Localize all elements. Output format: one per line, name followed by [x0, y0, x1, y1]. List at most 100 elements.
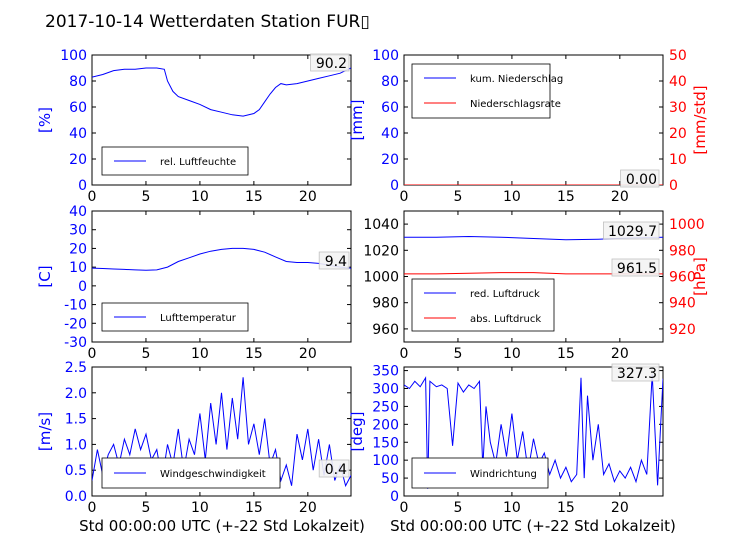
- x-tick-label: 15: [245, 189, 263, 205]
- y-tick-label: 30: [69, 223, 87, 239]
- x-tick-label: 0: [88, 500, 97, 516]
- y-tick-label: 0: [78, 279, 87, 295]
- x-tick-label: 10: [191, 346, 209, 362]
- y-tick-label: 1020: [363, 243, 399, 259]
- y-tick-label: 0: [390, 178, 399, 194]
- y-tick-label-right: 940: [669, 296, 696, 312]
- y-tick-label: 200: [372, 417, 399, 433]
- value-label-box: [603, 221, 660, 240]
- y-tick-label: 0: [78, 178, 87, 194]
- y-tick-label: 10: [69, 260, 87, 276]
- value-label: 1029.7: [608, 224, 657, 240]
- value-label: 327.3: [617, 366, 657, 382]
- series-line-windrichtung: [404, 374, 663, 489]
- x-tick-label: 10: [503, 500, 521, 516]
- y-tick-label: 0.0: [65, 489, 87, 505]
- y-tick-label-right: 20: [669, 126, 687, 142]
- value-label: 0.4: [325, 462, 347, 478]
- x-tick-label: 10: [503, 189, 521, 205]
- y-axis-label: [m/s]: [36, 412, 54, 451]
- x-tick-label: 0: [400, 189, 409, 205]
- y-tick-label: 40: [69, 126, 87, 142]
- y-tick-label: 1.5: [65, 412, 87, 428]
- y-tick-label: 40: [381, 126, 399, 142]
- x-tick-label: 5: [453, 500, 462, 516]
- y-axis-label-right: [mm/std]: [691, 85, 709, 154]
- x-tick-label: 0: [88, 346, 97, 362]
- legend-label: rel. Luftfeuchte: [160, 157, 236, 168]
- y-axis-label: [%]: [36, 107, 54, 133]
- series-line-rel-luftfeuchte: [92, 67, 351, 117]
- y-tick-label: 980: [372, 296, 399, 312]
- y-axis-label: [mm]: [348, 100, 366, 141]
- y-tick-label: -20: [64, 316, 87, 332]
- x-tick-label: 5: [141, 500, 150, 516]
- y-tick-label: 20: [69, 152, 87, 168]
- y-tick-label: 960: [372, 322, 399, 338]
- y-tick-label: 20: [69, 241, 87, 257]
- y-tick-label: 250: [372, 399, 399, 415]
- y-tick-label: 50: [381, 471, 399, 487]
- x-tick-label: 5: [141, 346, 150, 362]
- y-tick-label: 350: [372, 364, 399, 380]
- x-axis-label-right: Std 00:00:00 UTC (+-22 Std Lokalzeit): [390, 517, 676, 535]
- x-tick-label: 15: [245, 500, 263, 516]
- value-label: 961.5: [617, 261, 657, 277]
- y-tick-label: 150: [372, 435, 399, 451]
- x-tick-label: 20: [299, 500, 317, 516]
- y-tick-label: -10: [64, 298, 87, 314]
- x-tick-label: 20: [611, 500, 629, 516]
- x-tick-label: 0: [88, 189, 97, 205]
- y-tick-label: 60: [69, 100, 87, 116]
- x-tick-label: 20: [299, 346, 317, 362]
- panel-temperature: 0 5 10 15 20 -30 -20 -10 0 10 20 30 40 [C] Lufttempera…: [36, 204, 352, 362]
- value-label-box: [318, 251, 350, 270]
- legend-box: [411, 63, 551, 119]
- x-tick-label: 20: [299, 189, 317, 205]
- legend-label: red. Luftdruck: [470, 289, 540, 300]
- value-label-box: [620, 169, 660, 188]
- x-tick-label: 20: [611, 346, 629, 362]
- x-tick-label: 5: [141, 189, 150, 205]
- y-tick-label: 2.5: [65, 360, 87, 376]
- panel-precip: 0 5 10 15 20 0 20 40 60 80 100 0 10 20 30 40 50 [mm] [mm/s…: [348, 48, 709, 205]
- y-tick-label-right: 40: [669, 74, 687, 90]
- x-axis-label-left: Std 00:00:00 UTC (+-22 Std Lokalzeit): [79, 517, 365, 535]
- x-tick-label: 15: [557, 189, 575, 205]
- x-tick-label: 10: [503, 346, 521, 362]
- x-tick-label: 0: [400, 346, 409, 362]
- value-label-box: [310, 53, 350, 72]
- value-label-box: [611, 363, 660, 382]
- y-axis-label: [C]: [36, 265, 54, 287]
- y-tick-label: 0.5: [65, 463, 87, 479]
- x-tick-label: 10: [191, 189, 209, 205]
- x-tick-label: 20: [611, 189, 629, 205]
- panel-pressure: 0 5 10 15 20 960 980 1000 1020 1040 920 940 960 980 10…: [363, 210, 709, 362]
- y-tick-label-right: 1000: [669, 217, 705, 233]
- y-tick-label: 100: [372, 453, 399, 469]
- value-label: 90.2: [316, 56, 347, 72]
- y-tick-label: 60: [381, 100, 399, 116]
- x-tick-label: 15: [245, 346, 263, 362]
- legend-label: kum. Niederschlag: [470, 74, 563, 85]
- series-line-windgeschwindigkeit: [92, 377, 351, 488]
- y-tick-label: 100: [60, 48, 87, 64]
- y-tick-label-right: 10: [669, 152, 687, 168]
- y-tick-label: 300: [372, 382, 399, 398]
- y-tick-label-right: 980: [669, 243, 696, 259]
- y-tick-label: -30: [64, 335, 87, 351]
- y-tick-label: 80: [381, 74, 399, 90]
- y-tick-label: 1.0: [65, 437, 87, 453]
- legend-label: Lufttemperatur: [160, 313, 237, 324]
- y-tick-label: 40: [69, 204, 87, 220]
- figure-title: 2017-10-14 Wetterdaten Station FUR▯: [45, 12, 370, 32]
- series-line-lufttemperatur: [92, 247, 351, 271]
- y-axis-label: [deg]: [348, 412, 366, 452]
- panel-humidity: 0 5 10 15 20 0 20 40 60 80 100 [%] rel. Luftfeuchte 9…: [36, 48, 352, 205]
- y-tick-label: 20: [381, 152, 399, 168]
- value-label: 0.00: [626, 172, 657, 188]
- x-tick-label: 5: [453, 346, 462, 362]
- value-label: 9.4: [325, 254, 347, 270]
